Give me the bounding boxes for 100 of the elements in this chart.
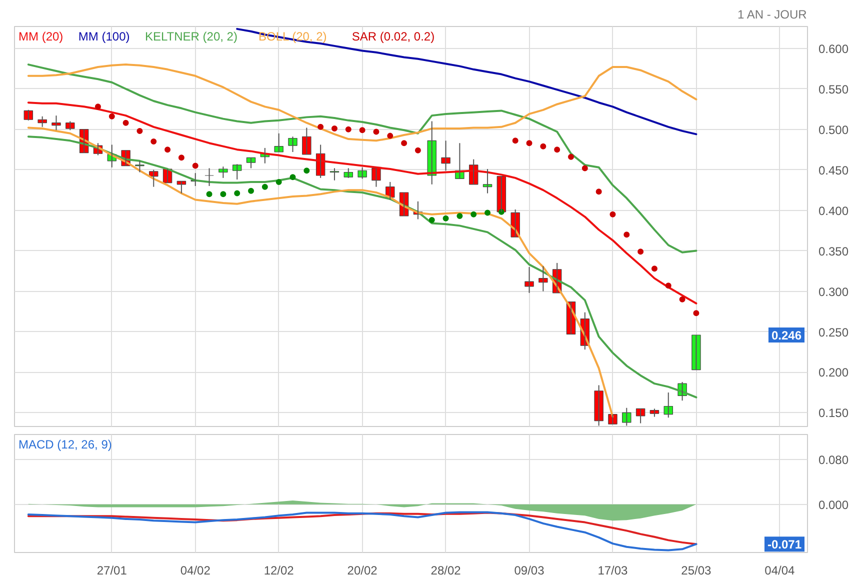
candlestick [135, 160, 144, 173]
point [192, 162, 198, 169]
point [262, 184, 268, 190]
point [359, 127, 366, 134]
text: MM (100) [78, 30, 130, 44]
point [108, 113, 115, 120]
y-tick-label: 0.200 [818, 366, 849, 380]
line-series [236, 28, 698, 136]
y-tick-label: 0.300 [818, 284, 849, 299]
point [665, 282, 672, 289]
x-tick-label: 25/03 [681, 564, 712, 578]
line-series [27, 64, 698, 142]
point [442, 215, 449, 222]
point [624, 232, 630, 238]
candlestick [594, 384, 604, 426]
candlestick [399, 192, 409, 216]
point [512, 138, 518, 144]
candlestick [302, 127, 312, 155]
point [206, 191, 212, 198]
point [582, 165, 588, 172]
annotation: 0.246 [771, 328, 802, 342]
candlestick [622, 407, 632, 426]
point [94, 104, 101, 110]
point [401, 140, 408, 146]
y-tick-label: 0.000 [818, 498, 849, 512]
point [122, 120, 129, 126]
point [304, 168, 310, 174]
y-tick-label: 0.600 [818, 42, 849, 56]
line-series [27, 511, 698, 552]
point [526, 140, 532, 146]
x-tick-label: 09/03 [514, 564, 545, 578]
point [290, 174, 296, 180]
x-tick-label: 28/02 [430, 564, 462, 578]
line-series [27, 126, 614, 418]
point [387, 132, 394, 139]
text: 1 AN - JOUR [737, 8, 808, 22]
y-tick-label: 0.250 [818, 325, 849, 340]
candlestick [664, 392, 673, 418]
point [540, 143, 546, 150]
point [568, 154, 574, 160]
point [178, 154, 184, 161]
point [484, 210, 491, 216]
point [318, 124, 324, 130]
x-tick-label: 04/02 [180, 564, 211, 578]
candlestick [232, 164, 242, 180]
candlestick [204, 168, 214, 187]
y-tick-label: 0.550 [818, 82, 849, 96]
text: MACD (12, 26, 9) [18, 438, 112, 452]
candlestick [52, 115, 61, 131]
candlestick [650, 408, 660, 418]
annotation: -0.071 [767, 538, 802, 552]
point [651, 266, 658, 272]
x-tick-label: 20/02 [347, 564, 378, 578]
point [428, 217, 435, 224]
point [331, 126, 338, 132]
point [693, 310, 700, 316]
candlestick [274, 132, 284, 153]
candlestick [692, 334, 701, 370]
point [679, 296, 686, 302]
candlestick [218, 166, 228, 178]
candlestick [66, 120, 75, 131]
x-tick-label: 12/02 [264, 564, 294, 578]
y-tick-label: 0.400 [818, 204, 849, 218]
x-tick-label: 04/04 [764, 564, 796, 578]
point [456, 212, 463, 219]
y-tick-label: 0.150 [818, 406, 849, 420]
candlestick [524, 266, 534, 294]
x-tick-label: 17/03 [598, 564, 628, 578]
point [234, 190, 240, 196]
y-tick-label: 0.450 [818, 163, 849, 178]
candlestick [358, 166, 367, 180]
point [638, 248, 644, 255]
line-series [27, 136, 698, 398]
point [470, 211, 477, 218]
candlestick [330, 168, 340, 181]
text: MM (20) [18, 30, 64, 44]
candlestick [288, 136, 298, 153]
y-tick-label: 0.350 [818, 244, 849, 258]
point [136, 128, 143, 134]
point [150, 138, 157, 144]
point [596, 188, 602, 195]
x-tick-label: 27/01 [96, 564, 128, 578]
line-series [27, 64, 698, 254]
point [414, 147, 421, 154]
point [373, 128, 380, 135]
y-tick-label: 0.080 [818, 453, 849, 468]
y-tick-label: 0.500 [818, 122, 849, 137]
line-series [27, 512, 698, 546]
point [276, 178, 282, 185]
line-series [27, 102, 698, 304]
point [345, 126, 352, 132]
candlestick [608, 414, 618, 425]
text: SAR (0.02, 0.2) [352, 30, 435, 44]
text: KELTNER (20, 2) [145, 30, 238, 44]
point [220, 191, 226, 198]
candlestick [162, 168, 172, 184]
point [554, 146, 560, 153]
point [248, 188, 254, 194]
point [610, 211, 616, 218]
point [164, 146, 171, 153]
